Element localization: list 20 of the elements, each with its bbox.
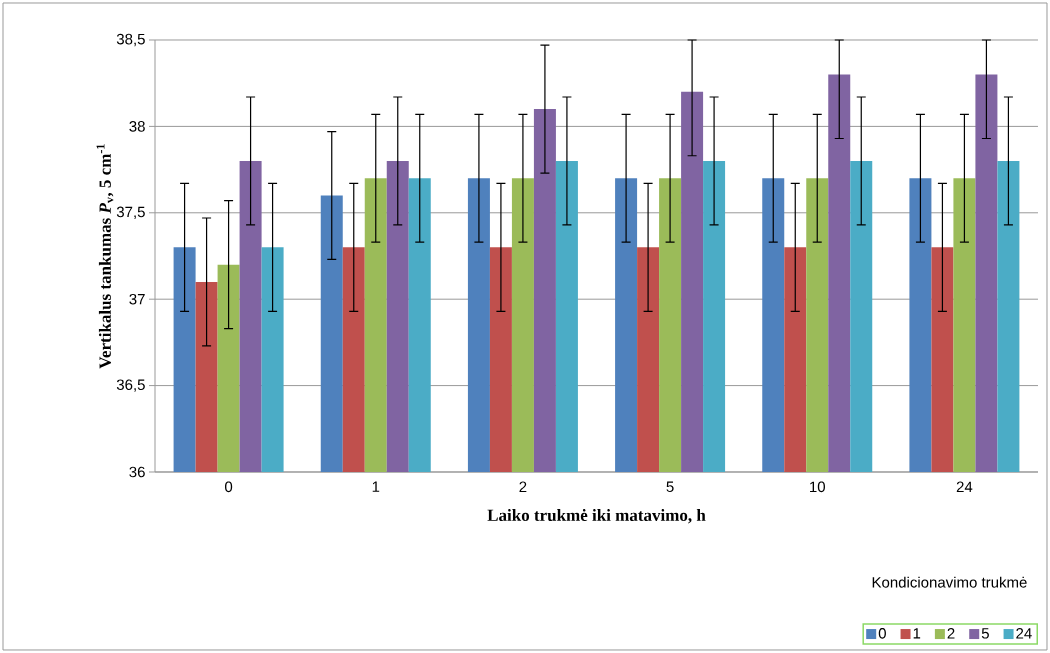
legend-label: 0: [878, 628, 886, 639]
x-tick-label: 5: [666, 481, 674, 492]
y-tick-label: 36: [129, 466, 145, 478]
y-tick-label: 38: [129, 121, 145, 132]
legend-label: 24: [1016, 628, 1032, 639]
x-tick-label: 0: [225, 481, 233, 493]
y-tick-label: 37,5: [116, 206, 145, 219]
legend-label: 2: [947, 628, 955, 639]
y-tick-label: 36,5: [116, 379, 145, 392]
y-tick-label: 38,5: [116, 33, 145, 47]
x-tick-label: 2: [519, 481, 527, 492]
x-tick-label: 10: [810, 481, 825, 493]
legend-label: 1: [913, 628, 921, 639]
x-tick-label: 24: [956, 481, 973, 492]
x-tick-label: 1: [372, 481, 380, 492]
legend-label: 5: [981, 628, 989, 639]
y-axis-title: Vertikalus tankumas P$_{v}$, 5 cm$^{-1}$: [96, 144, 114, 369]
y-tick-label: 37: [129, 293, 145, 305]
x-axis-title: Laiko trukmė iki matavimo, h: [487, 509, 706, 524]
legend-title: Kondicionavimo trukmė: [872, 576, 1027, 588]
